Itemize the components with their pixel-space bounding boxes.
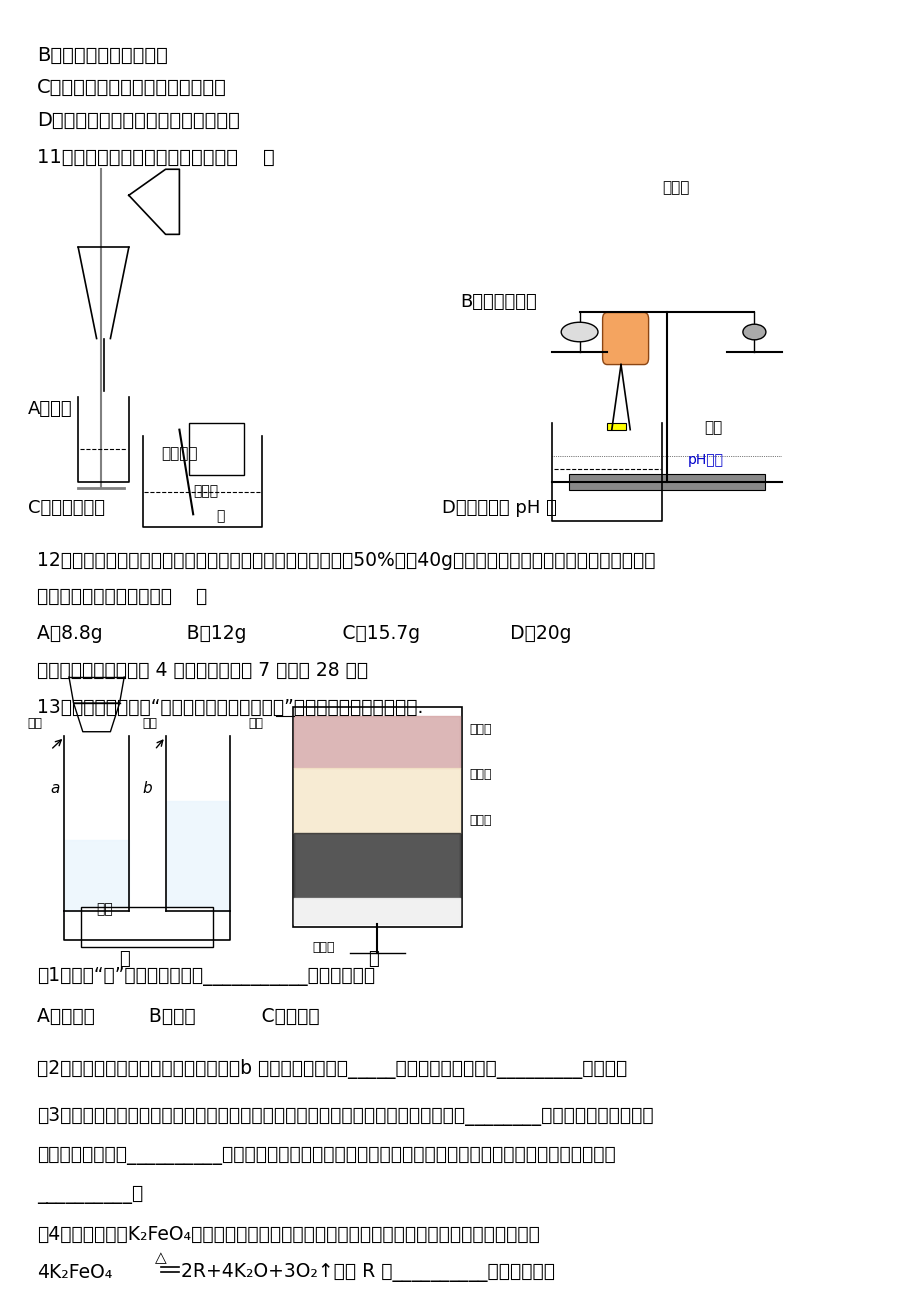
Text: （2）用如图甲装置进行电解水的实验，b 中收集到的气体是_____，该实验说明水是由_________组成的。: （2）用如图甲装置进行电解水的实验，b 中收集到的气体是_____，该实验说明水… bbox=[37, 1059, 627, 1078]
Text: 11．下列图示的实验操作正确的是（    ）: 11．下列图示的实验操作正确的是（ ） bbox=[37, 148, 274, 168]
Text: 浓硫酸: 浓硫酸 bbox=[193, 484, 218, 499]
Text: （3）烟台地区水资源丰富，但分别不均。有些村民用地下水作为生活用水，人们常用________检验地下水是硬水还是: （3）烟台地区水资源丰富，但分别不均。有些村民用地下水作为生活用水，人们常用__… bbox=[37, 1107, 652, 1126]
Text: D．可用打火机检查天然气管道的漏点: D．可用打火机检查天然气管道的漏点 bbox=[37, 111, 240, 130]
Text: 软水；生活中可用__________的方法降低水的硬度；某同学自制如图乙所示简易净水器，活性炭的主要作用是: 软水；生活中可用__________的方法降低水的硬度；某同学自制如图乙所示简易… bbox=[37, 1146, 615, 1165]
Bar bbox=[607, 423, 625, 430]
FancyBboxPatch shape bbox=[569, 474, 764, 490]
Ellipse shape bbox=[742, 324, 765, 340]
Text: 石英砂: 石英砂 bbox=[469, 768, 491, 781]
Text: 膨松棉: 膨松棉 bbox=[312, 941, 335, 954]
Text: 二、填空题（本题包括 4 个小题，每小题 7 分，共 28 分）: 二、填空题（本题包括 4 个小题，每小题 7 分，共 28 分） bbox=[37, 661, 368, 681]
Text: B．称取氯化钓: B．称取氯化钓 bbox=[460, 293, 536, 311]
Text: （4）高铁酸鑷（K₂FeO₄）是一种新型、高效的多功能水处理剂．高铁酸鑷受热时发生的反应为: （4）高铁酸鑷（K₂FeO₄）是一种新型、高效的多功能水处理剂．高铁酸鑷受热时发… bbox=[37, 1225, 539, 1245]
Text: __________。: __________。 bbox=[37, 1185, 142, 1204]
Text: 电源: 电源 bbox=[96, 902, 113, 917]
Text: （1）下列“水”属于纯净物的是___________（填序号）。: （1）下列“水”属于纯净物的是___________（填序号）。 bbox=[37, 967, 375, 987]
Text: A．8.8g              B．12g                C．15.7g               D．20g: A．8.8g B．12g C．15.7g D．20g bbox=[37, 624, 571, 643]
Text: 活塞: 活塞 bbox=[142, 717, 157, 730]
Text: 13．水是生命之源，“珍惜水、节约水、保护水”是每个公民的义务和责任.: 13．水是生命之源，“珍惜水、节约水、保护水”是每个公民的义务和责任. bbox=[37, 698, 423, 717]
Bar bbox=[188, 423, 244, 475]
Text: 沙布: 沙布 bbox=[248, 717, 263, 730]
FancyBboxPatch shape bbox=[602, 312, 648, 365]
Text: A．过滤: A．过滤 bbox=[28, 400, 73, 418]
Text: C．食堂的不锈錢餐盘属于合成材料: C．食堂的不锈錢餐盘属于合成材料 bbox=[37, 78, 226, 98]
Text: C．稀释浓硫酸: C．稀释浓硫酸 bbox=[28, 499, 105, 517]
Text: 甲: 甲 bbox=[119, 950, 130, 969]
Text: 活性炭: 活性炭 bbox=[469, 814, 491, 827]
Text: pH试纸: pH试纸 bbox=[687, 453, 723, 467]
Text: 镊子: 镊子 bbox=[703, 421, 721, 436]
Text: 乙: 乙 bbox=[368, 950, 379, 969]
Text: 水: 水 bbox=[216, 509, 224, 523]
Text: B．乙醇汽油属于混合物: B．乙醇汽油属于混合物 bbox=[37, 46, 167, 65]
Text: △: △ bbox=[154, 1250, 166, 1266]
Text: a: a bbox=[51, 781, 60, 797]
Text: 不断搞拌: 不断搞拌 bbox=[161, 447, 198, 462]
Text: 4K₂FeO₄: 4K₂FeO₄ bbox=[37, 1263, 112, 1282]
FancyBboxPatch shape bbox=[292, 707, 461, 927]
Text: 活塞: 活塞 bbox=[28, 717, 42, 730]
FancyBboxPatch shape bbox=[81, 907, 213, 947]
Text: 氯化钓: 氯化钓 bbox=[662, 180, 689, 195]
Text: 则生成二氧化碳的质量是（    ）: 则生成二氧化碳的质量是（ ） bbox=[37, 587, 207, 607]
Text: D．测溶液的 pH 值: D．测溶液的 pH 值 bbox=[441, 499, 556, 517]
Text: 2R+4K₂O+3O₂↑，则 R 是__________（填化学式）: 2R+4K₂O+3O₂↑，则 R 是__________（填化学式） bbox=[181, 1263, 555, 1282]
Text: 小卵石: 小卵石 bbox=[469, 723, 491, 736]
Text: b: b bbox=[142, 781, 152, 797]
Text: A．蚌馏水         B．河水           C．自来水: A．蚌馏水 B．河水 C．自来水 bbox=[37, 1006, 319, 1026]
Ellipse shape bbox=[561, 323, 597, 341]
Text: 12．某碳酸钓和氧化钓组成的混合物中，钓元素的质量分数为50%，将40g该混合物高温煭烧至固体质量不再改变，: 12．某碳酸钓和氧化钓组成的混合物中，钓元素的质量分数为50%，将40g该混合物… bbox=[37, 551, 654, 570]
